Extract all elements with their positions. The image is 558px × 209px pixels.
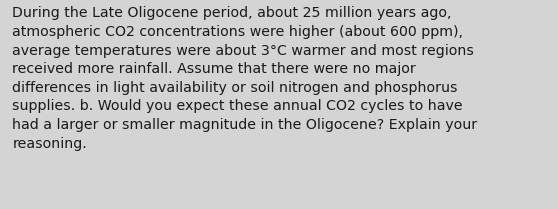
- Text: During the Late Oligocene period, about 25 million years ago,
atmospheric CO2 co: During the Late Oligocene period, about …: [12, 6, 478, 151]
